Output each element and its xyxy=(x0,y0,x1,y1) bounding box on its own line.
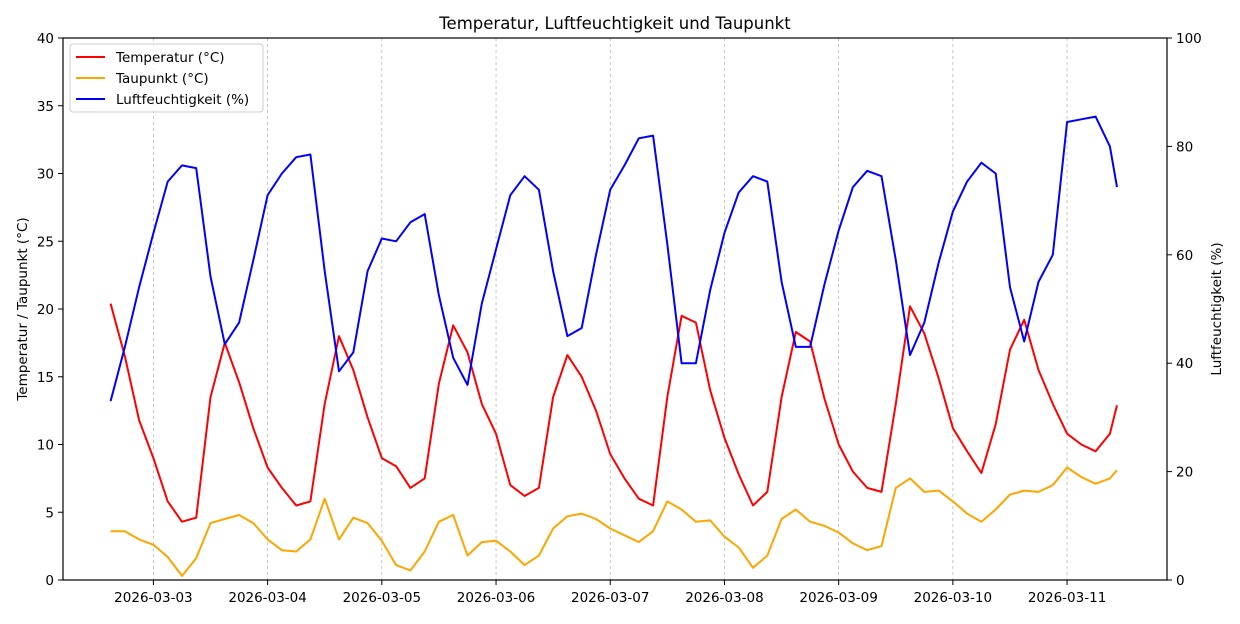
legend-label: Temperatur (°C) xyxy=(115,50,225,66)
x-tick-label: 2026-03-07 xyxy=(571,590,649,606)
temperature-line xyxy=(109,303,1118,523)
y-tick-label: 15 xyxy=(37,370,54,386)
y-tick-label: 5 xyxy=(45,505,54,521)
y-axis-label-right: Luftfeuchtigkeit (%) xyxy=(1209,242,1225,375)
y-tick-label: 0 xyxy=(45,573,54,589)
series-lines xyxy=(109,115,1118,577)
y-tick-label-right: 20 xyxy=(1176,465,1193,481)
humidity-line xyxy=(109,115,1118,402)
y-axis-right: 0 20 40 60 80 100 xyxy=(1167,31,1202,589)
y-tick-label: 35 xyxy=(37,99,54,115)
y-tick-label-right: 80 xyxy=(1176,139,1193,155)
x-tick-label: 2026-03-11 xyxy=(1028,590,1106,606)
y-tick-label: 10 xyxy=(37,438,54,454)
dewpoint-line xyxy=(110,466,1118,577)
x-tick-label: 2026-03-04 xyxy=(228,590,306,606)
x-axis: 2026-03-03 2026-03-04 2026-03-05 2026-03-06… xyxy=(114,580,1106,606)
y-tick-label: 20 xyxy=(37,302,54,318)
y-tick-label-right: 40 xyxy=(1176,356,1193,372)
x-tick-label: 2026-03-06 xyxy=(457,590,535,606)
y-tick-label: 25 xyxy=(37,234,54,250)
y-tick-label: 30 xyxy=(37,167,54,183)
x-tick-label: 2026-03-08 xyxy=(685,590,763,606)
grid xyxy=(153,38,1068,580)
y-tick-label-right: 0 xyxy=(1176,573,1185,589)
x-tick-label: 2026-03-09 xyxy=(799,590,877,606)
y-tick-label: 40 xyxy=(37,31,54,47)
y-axis-label-left: Temperatur / Taupunkt (°C) xyxy=(15,217,31,401)
y-axis-left: 0 5 10 15 20 25 30 35 40 xyxy=(37,31,63,589)
x-tick-label: 2026-03-03 xyxy=(114,590,192,606)
x-tick-label: 2026-03-10 xyxy=(914,590,992,606)
legend-label: Taupunkt (°C) xyxy=(115,71,209,87)
x-tick-label: 2026-03-05 xyxy=(343,590,421,606)
chart-title: Temperatur, Luftfeuchtigkeit und Taupunk… xyxy=(438,14,791,33)
y-tick-label-right: 60 xyxy=(1176,248,1193,264)
legend: Temperatur (°C) Taupunkt (°C) Luftfeuchtig… xyxy=(69,43,264,113)
plot-frame xyxy=(62,37,1168,581)
y-tick-label-right: 100 xyxy=(1176,31,1202,47)
legend-label: Luftfeuchtigkeit (%) xyxy=(116,92,249,108)
legend-box xyxy=(69,43,264,113)
